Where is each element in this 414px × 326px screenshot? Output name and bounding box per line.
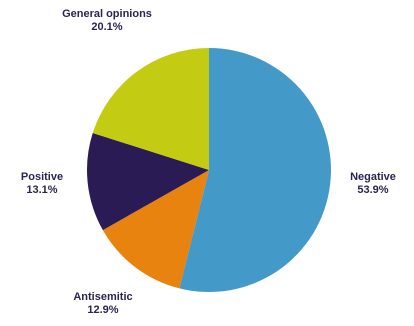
slice-label-value: 20.1% bbox=[91, 21, 123, 33]
pie-slice-positive bbox=[87, 133, 209, 231]
pie-slice-general-opinions bbox=[92, 48, 209, 170]
slice-label-name: Positive bbox=[20, 171, 64, 183]
slice-label-name: General opinions bbox=[62, 8, 152, 20]
pie-slice-antisemitic bbox=[102, 170, 209, 289]
slice-label-name: Negative bbox=[350, 171, 396, 183]
slice-label-name: Antisemitic bbox=[73, 291, 133, 303]
slice-label-positive: Positive 13.1% bbox=[4, 171, 80, 197]
slice-label-value: 13.1% bbox=[26, 184, 58, 196]
slice-label-value: 12.9% bbox=[87, 304, 119, 316]
slice-label-negative: Negative 53.9% bbox=[336, 171, 410, 197]
slice-label-general-opinions: General opinions 20.1% bbox=[20, 8, 194, 34]
slice-label-value: 53.9% bbox=[357, 184, 389, 196]
slice-label-antisemitic: Antisemitic 12.9% bbox=[48, 291, 158, 317]
pie-slice-negative bbox=[179, 48, 331, 292]
